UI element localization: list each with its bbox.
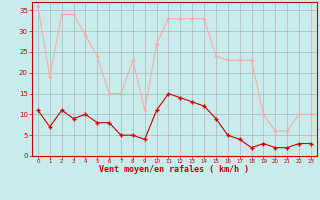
X-axis label: Vent moyen/en rafales ( km/h ): Vent moyen/en rafales ( km/h ) (100, 165, 249, 174)
